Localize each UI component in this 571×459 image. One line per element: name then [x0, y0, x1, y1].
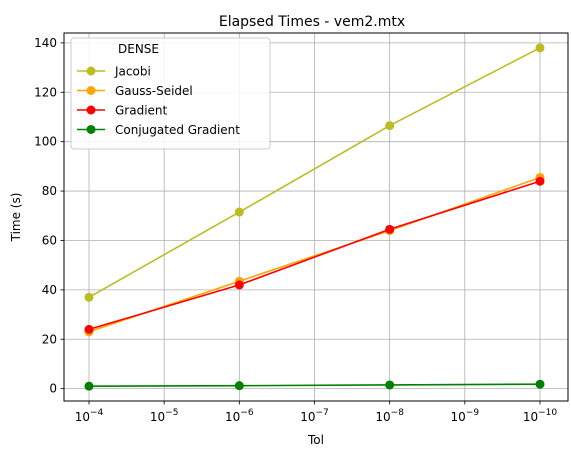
legend: DENSE Jacobi Gauss-Seidel Gradient Conjugate… [70, 37, 271, 150]
data-point-gradient [535, 176, 545, 186]
legend-label-gradient: Gradient [115, 104, 168, 118]
y-tick-label: 40 [42, 283, 57, 297]
legend-swatch-marker [86, 66, 96, 76]
data-point-jacobi [535, 43, 545, 53]
legend-swatch-marker [86, 86, 96, 95]
x-axis-label: Tol [307, 433, 324, 447]
y-tick-label: 140 [34, 36, 57, 50]
chart-title: Elapsed Times - vem2.mtx [219, 14, 405, 30]
data-point-conjugated-gradient [535, 379, 545, 389]
x-tick-label: 10−9 [451, 408, 480, 424]
plot-area-frame [63, 32, 569, 402]
legend-box [70, 37, 271, 150]
legend-title: DENSE [118, 42, 159, 56]
axes: 10−4 10−5 10−6 10−7 10−8 10−9 10−10 0 20 40 60 80 10… [34, 36, 557, 424]
series-line-jacobi [88, 47, 541, 298]
data-point-conjugated-gradient [385, 380, 395, 390]
y-tick-label: 120 [34, 85, 57, 99]
series-line-gradient [88, 180, 541, 331]
legend-label-conjugated-gradient: Conjugated Gradient [115, 123, 240, 137]
data-point-gradient [234, 280, 244, 290]
y-tick-label: 20 [42, 332, 57, 346]
data-point-jacobi [385, 121, 395, 131]
y-tick-label: 80 [42, 184, 57, 198]
series-line-conjugated-gradient [88, 383, 541, 388]
series-group [84, 43, 545, 391]
data-point-gradient [385, 224, 395, 234]
y-tick-label: 0 [49, 382, 57, 396]
data-point-jacobi [234, 207, 244, 217]
x-tick-label: 10−6 [225, 408, 254, 424]
legend-swatch-marker [86, 105, 96, 115]
data-point-gradient [84, 324, 94, 334]
x-tick-label: 10−5 [150, 408, 179, 424]
y-axis-label: Time (s) [9, 193, 23, 243]
legend-swatch-marker [86, 125, 96, 134]
x-tick-label: 10−8 [375, 408, 404, 424]
data-point-conjugated-gradient [234, 381, 244, 391]
data-point-jacobi [84, 292, 94, 302]
legend-label-gauss-seidel: Gauss-Seidel [115, 84, 193, 98]
y-tick-label: 100 [34, 135, 57, 149]
x-tick-label: 10−4 [75, 408, 104, 424]
x-tick-label: 10−7 [300, 408, 329, 424]
x-tick-label: 10−10 [523, 408, 558, 424]
legend-label-jacobi: Jacobi [114, 65, 151, 79]
y-tick-label: 60 [42, 233, 57, 247]
data-point-conjugated-gradient [84, 381, 94, 391]
